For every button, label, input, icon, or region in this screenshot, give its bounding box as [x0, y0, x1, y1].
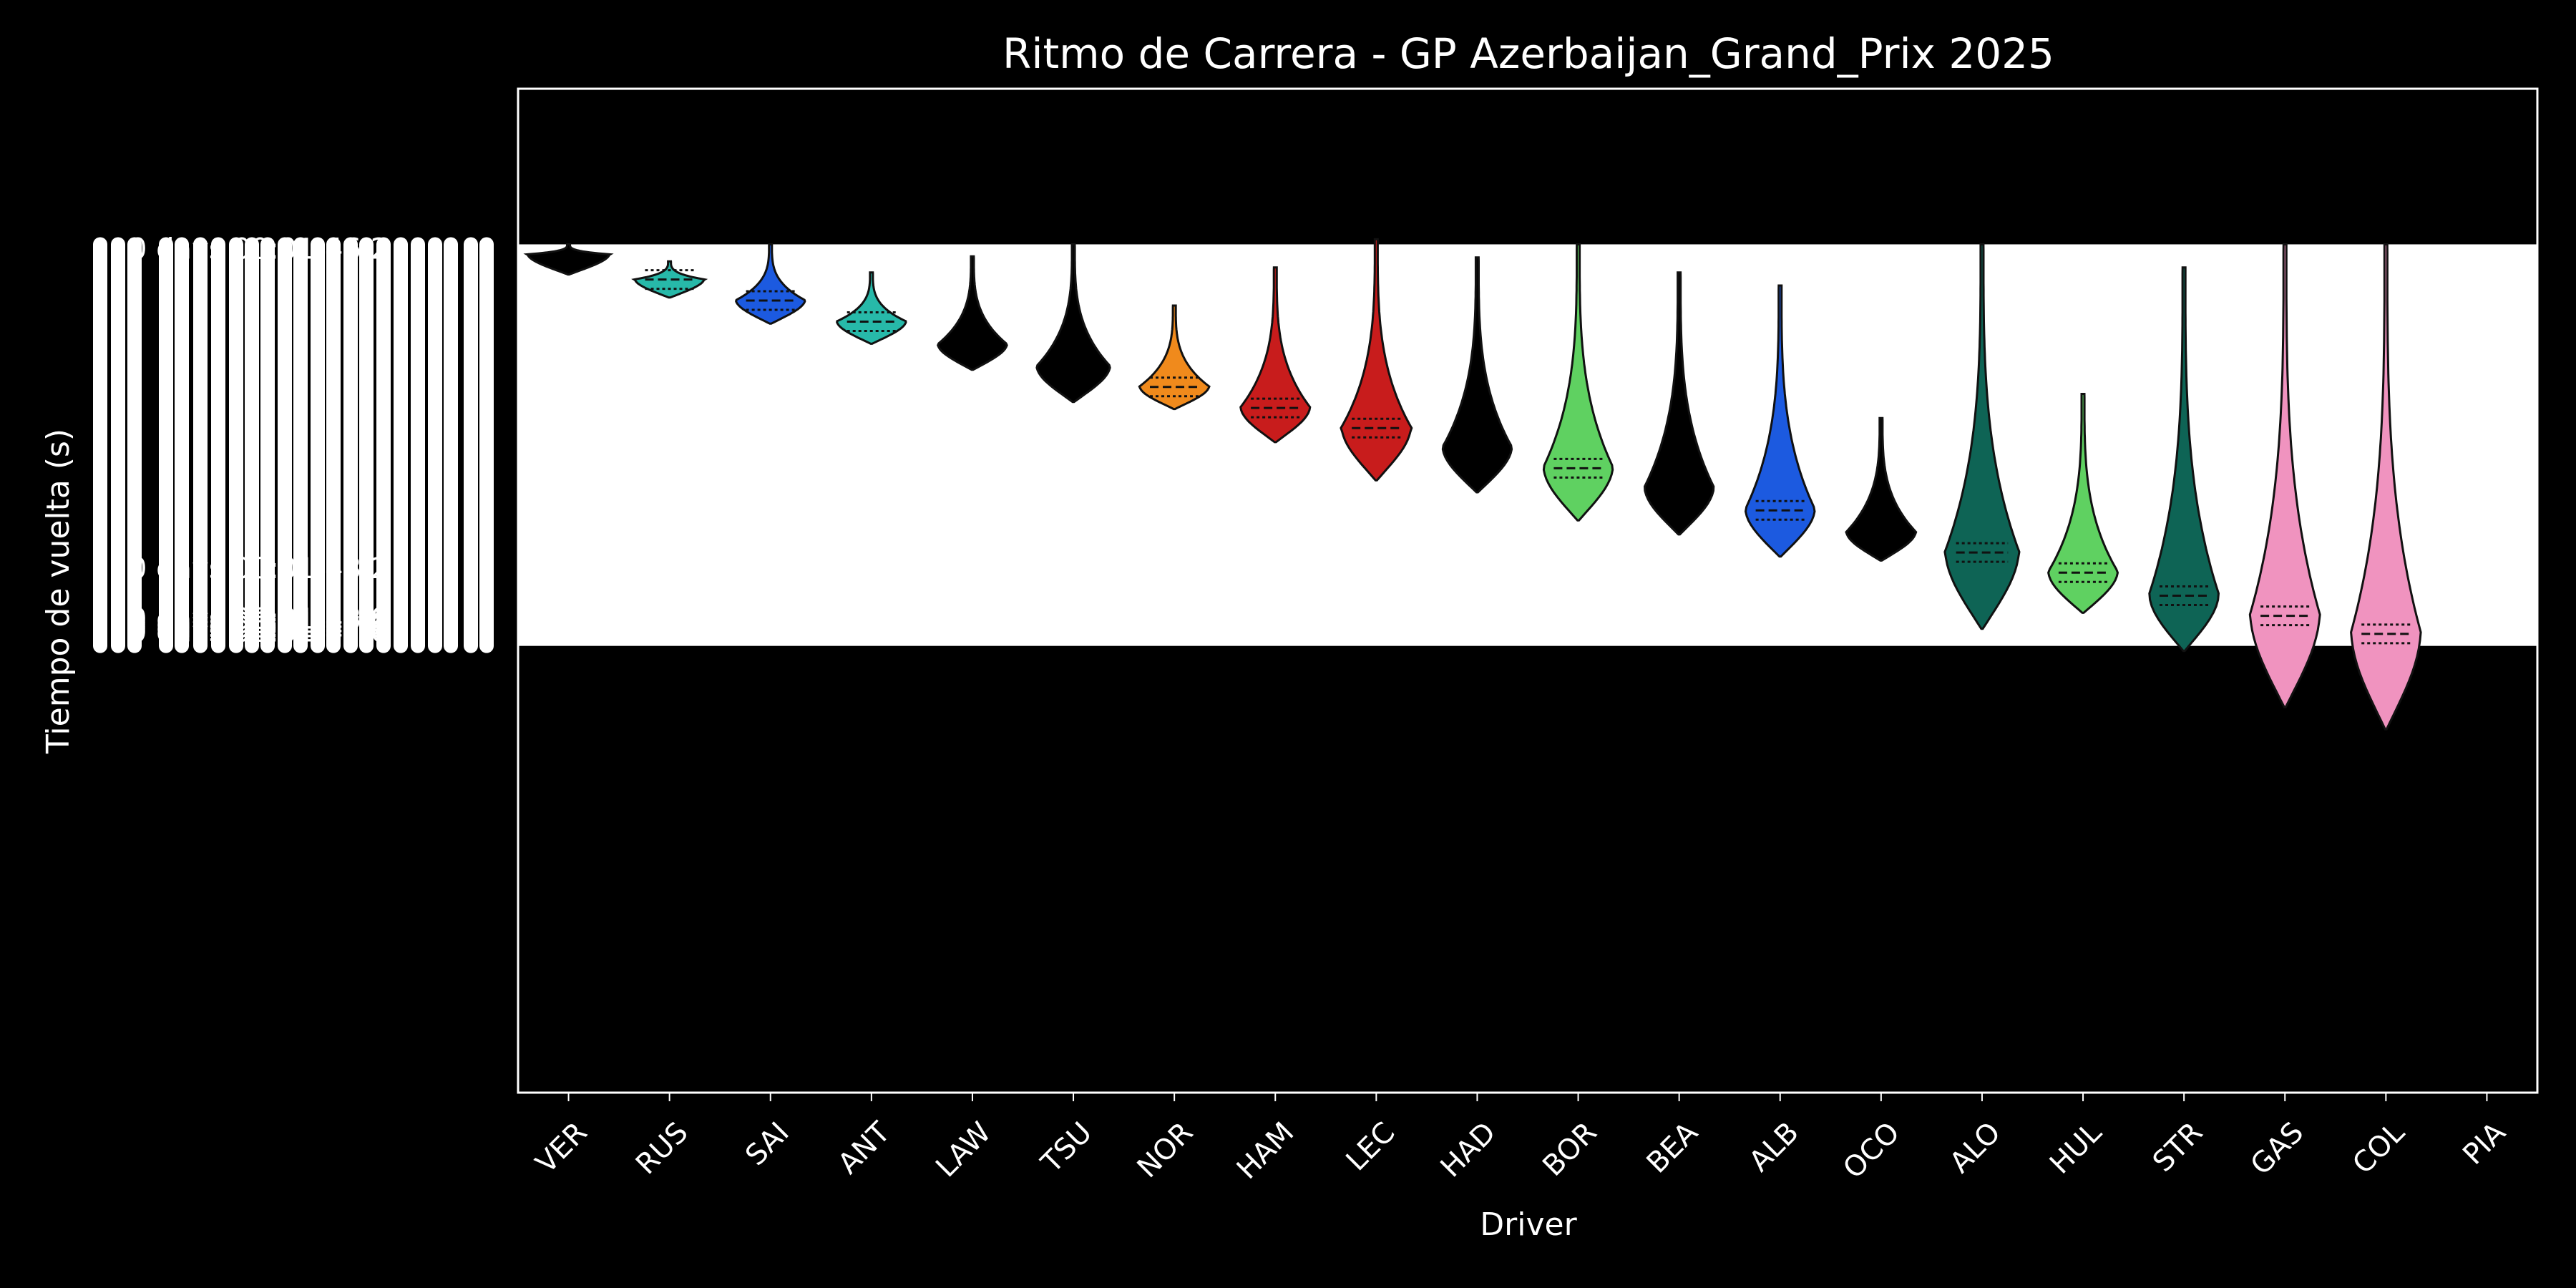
y-tick-label-glyph — [193, 237, 208, 653]
violin-HUL — [2047, 393, 2119, 614]
violin-TSU — [1035, 243, 1111, 404]
y-tick-label: 0 days 00:01:47.2 — [129, 612, 389, 645]
chart-title: Ritmo de Carrera - GP Azerbaijan_Grand_P… — [1002, 29, 2054, 78]
y-tick-label-glyph — [127, 237, 142, 653]
y-tick-label-glyph — [311, 237, 325, 653]
violin-BEA — [1643, 271, 1715, 536]
y-tick-label-glyph — [411, 237, 425, 653]
violin-LAW — [937, 255, 1008, 371]
violin-COL — [2350, 243, 2422, 731]
y-tick-label-glyph — [343, 237, 358, 653]
violin-ALO — [1943, 243, 2021, 630]
violin-BOR — [1542, 243, 1614, 522]
y-tick-label-glyph — [229, 237, 243, 653]
y-tick-label-glyph — [359, 237, 374, 653]
violin-SAI — [735, 243, 806, 325]
violin-STR — [2148, 266, 2220, 653]
y-axis-label: Tiempo de vuelta (s) — [40, 429, 77, 754]
y-tick-label-glyph — [428, 237, 442, 653]
y-tick-labels: 0 days 00:01:46.2 0 days 00:01:48.2 0 days… — [93, 233, 494, 653]
y-tick-label-glyph — [326, 237, 341, 653]
violin-VER — [523, 243, 614, 276]
y-tick-label-glyph — [278, 237, 292, 653]
y-tick-label-glyph — [444, 237, 458, 653]
violin-ANT — [836, 271, 907, 345]
y-tick-label-glyph — [159, 237, 173, 653]
y-tick-label: 0 days 00:01:47.6 — [129, 608, 389, 640]
y-tick-label-glyph — [464, 237, 478, 653]
y-tick-label-glyph — [111, 237, 125, 653]
y-tick-label-glyph — [394, 237, 408, 653]
plot-area — [517, 87, 2539, 1094]
y-tick-label-glyph — [93, 237, 107, 653]
violin-ALB — [1744, 284, 1816, 558]
y-tick-label-glyph — [293, 237, 308, 653]
y-tick-label: 0 days 00:01:46.2 — [129, 233, 389, 265]
y-tick-label: 0 days 00:01:48.0 — [129, 603, 389, 636]
x-axis-label: Driver — [1480, 1206, 1577, 1243]
violin-LEC — [1340, 238, 1413, 482]
violin-OCO — [1845, 416, 1918, 562]
plot-band — [518, 244, 2537, 646]
violin-HAD — [1441, 256, 1513, 494]
y-tick-label: 0 days 00:01:47.0 — [129, 616, 389, 649]
y-tick-label-glyph — [479, 237, 494, 653]
y-tick-label-glyph — [245, 237, 259, 653]
violin-GAS — [2248, 243, 2321, 708]
violin-NOR — [1138, 304, 1211, 411]
y-tick-label-glyph — [211, 237, 225, 653]
y-tick-label-glyph — [260, 237, 275, 653]
plot-frame — [517, 87, 2539, 1094]
y-tick-label: 0 days 00:01:48.2 — [129, 552, 389, 585]
y-tick-label-glyph — [175, 237, 189, 653]
y-tick-label-glyph — [376, 237, 391, 653]
